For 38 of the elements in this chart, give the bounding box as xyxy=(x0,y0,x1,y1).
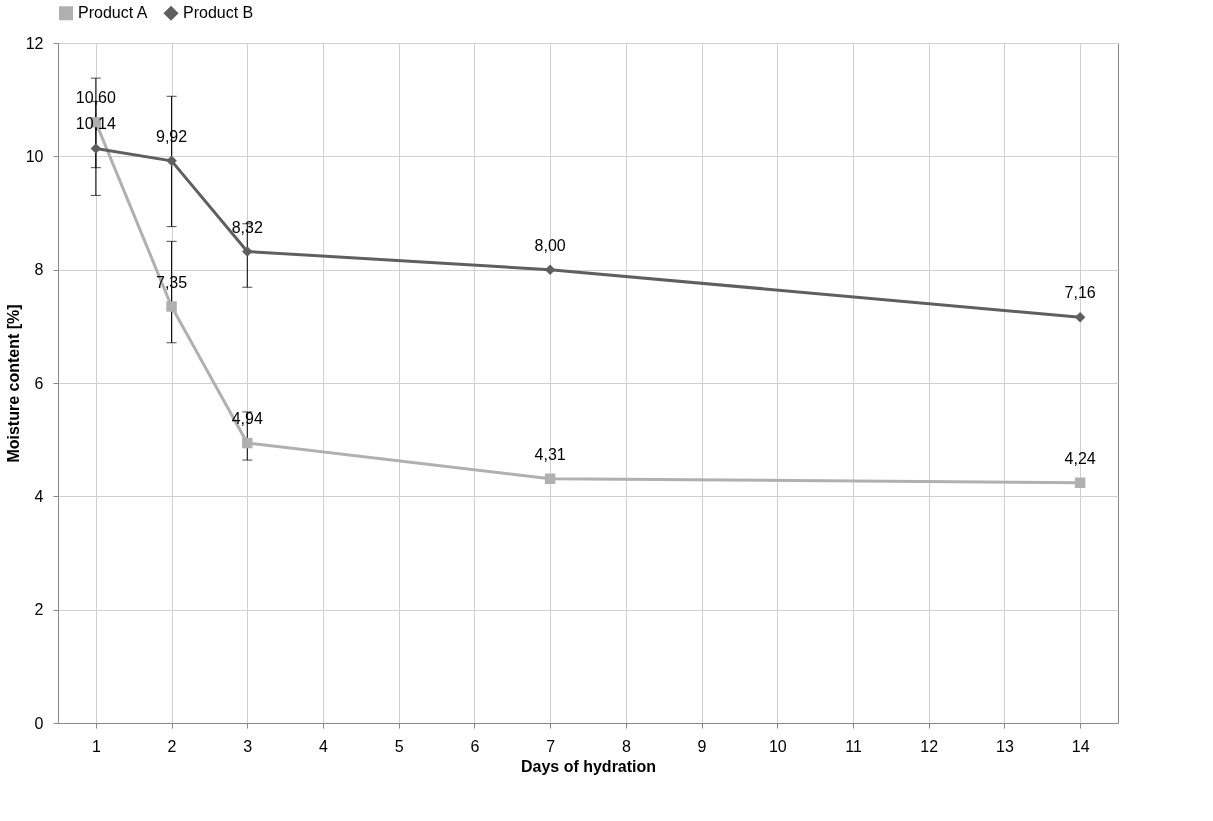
data-label: 7,16 xyxy=(1064,284,1096,302)
point xyxy=(1074,477,1086,488)
x-tick-label: 8 xyxy=(621,737,631,755)
x-tick-label: 11 xyxy=(845,737,862,755)
point xyxy=(242,437,253,449)
x-tick-label: 13 xyxy=(996,737,1014,755)
y-tick-label: 12 xyxy=(25,34,44,52)
y-tick-label: 6 xyxy=(34,374,44,392)
point xyxy=(242,246,253,257)
point xyxy=(166,155,177,167)
legend-label: Product A xyxy=(78,4,148,22)
point xyxy=(544,473,556,485)
x-tick-label: 14 xyxy=(1071,737,1090,755)
point xyxy=(166,301,177,312)
data-label: 4,24 xyxy=(1064,449,1096,467)
y-axis-title: Moisture content [%] xyxy=(4,304,22,463)
x-tick-label: 6 xyxy=(470,737,480,755)
y-tick-label: 4 xyxy=(34,487,44,505)
legend-label: Product B xyxy=(183,4,254,22)
x-tick-label: 9 xyxy=(697,737,707,755)
point xyxy=(90,143,102,154)
x-tick-label: 10 xyxy=(768,737,787,755)
x-axis-title: Days of hydration xyxy=(520,757,657,775)
x-tick-label: 3 xyxy=(243,737,253,755)
x-tick-label: 4 xyxy=(319,737,329,755)
data-label: 4,31 xyxy=(534,445,566,463)
data-label: 10,14 xyxy=(75,115,116,133)
x-tick-label: 5 xyxy=(394,737,404,755)
data-label: 8,00 xyxy=(534,236,566,254)
x-tick-label: 7 xyxy=(546,737,556,755)
y-tick-label: 8 xyxy=(34,261,44,279)
x-tick-label: 12 xyxy=(920,737,939,755)
y-tick-label: 2 xyxy=(34,601,44,619)
x-tick-label: 2 xyxy=(167,737,177,755)
y-tick-label: 10 xyxy=(25,147,44,165)
x-tick-label: 1 xyxy=(91,737,101,755)
y-tick-label: 0 xyxy=(34,714,44,732)
point xyxy=(1074,312,1086,323)
